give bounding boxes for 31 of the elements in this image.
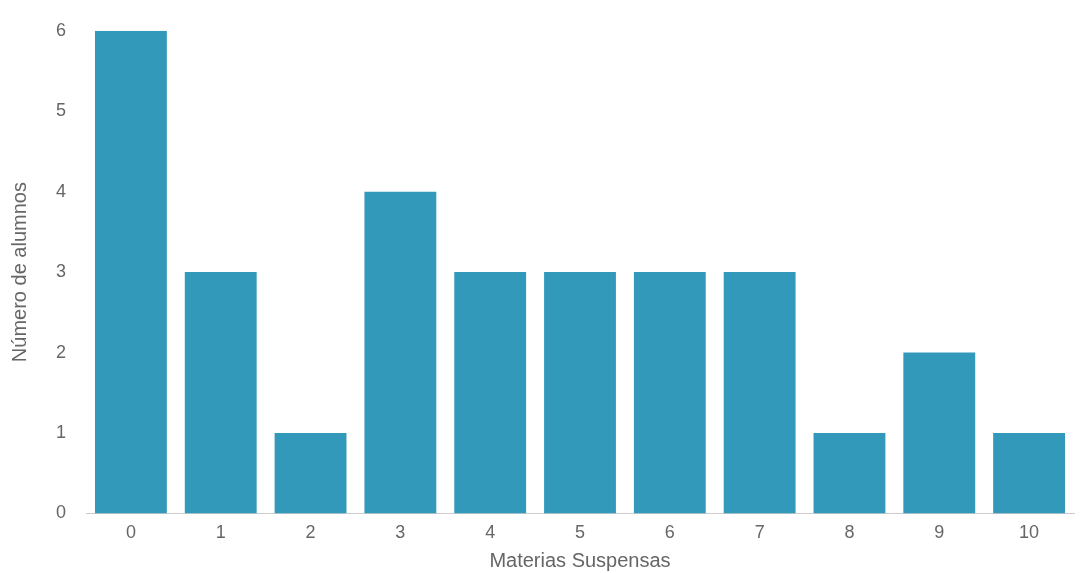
x-tick-label: 6 [664, 522, 675, 543]
bar [274, 432, 347, 514]
bar [454, 272, 527, 514]
bar [993, 432, 1066, 514]
y-tick-label: 6 [56, 19, 67, 40]
x-tick-label: 0 [125, 522, 136, 543]
bar [813, 432, 886, 514]
y-tick-label: 2 [56, 341, 67, 362]
x-tick-label: 4 [485, 522, 496, 543]
bar [723, 272, 796, 514]
x-tick-label: 5 [575, 522, 586, 543]
bar [544, 272, 616, 514]
x-tick-label: 8 [844, 522, 855, 543]
x-tick-label: 2 [305, 522, 316, 543]
y-tick-label: 0 [56, 502, 67, 523]
y-axis-title: Número de alumnos [7, 182, 30, 363]
x-tick-label: 7 [754, 522, 765, 543]
bar [364, 191, 437, 514]
bar [184, 272, 257, 514]
y-tick-label: 5 [56, 100, 67, 121]
x-tick-label: 3 [395, 522, 406, 543]
y-tick-label: 1 [56, 421, 67, 442]
bar [903, 352, 976, 514]
x-tick-label: 10 [1019, 522, 1040, 543]
x-tick-label: 1 [215, 522, 226, 543]
x-tick-label: 9 [934, 522, 945, 543]
bar [94, 30, 167, 514]
x-axis-title: Materias Suspensas [489, 548, 671, 571]
y-tick-label: 3 [56, 261, 67, 282]
bar [633, 272, 706, 514]
y-tick-label: 4 [56, 180, 67, 201]
